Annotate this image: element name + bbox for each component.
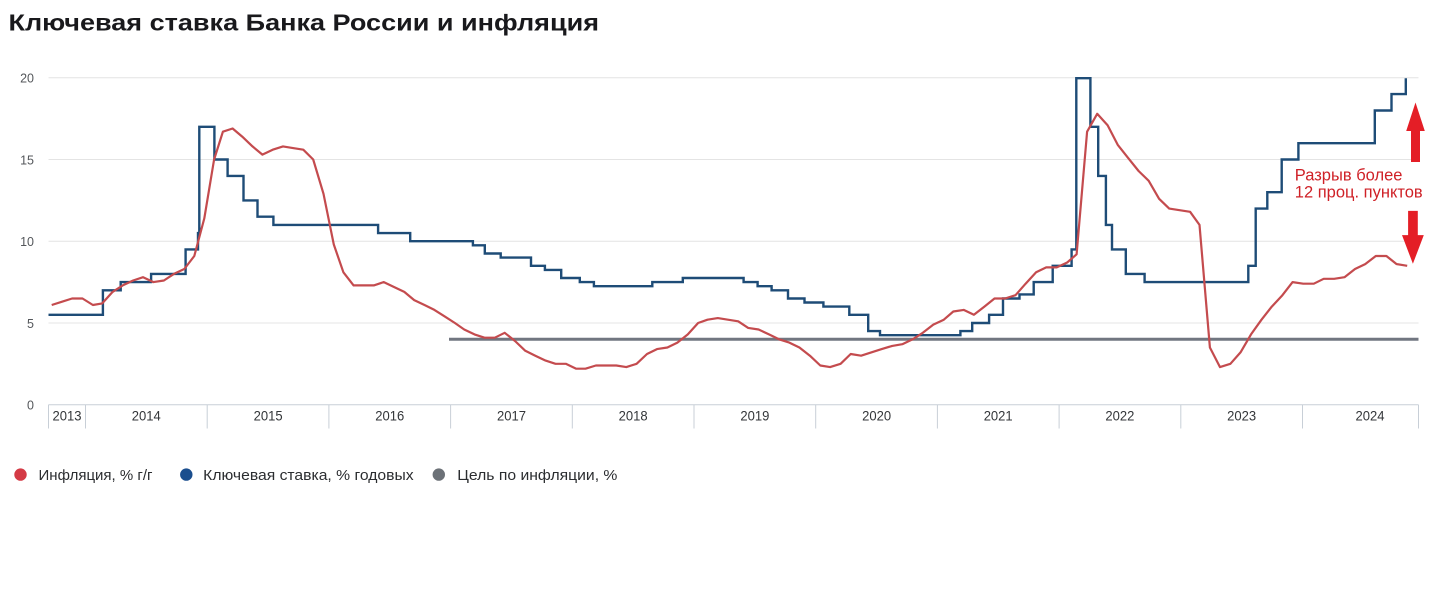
svg-text:2015: 2015 [254, 408, 283, 424]
svg-text:2020: 2020 [862, 408, 891, 424]
svg-text:2022: 2022 [1105, 408, 1134, 424]
svg-text:2013: 2013 [53, 408, 82, 424]
svg-text:2016: 2016 [375, 408, 404, 424]
svg-text:0: 0 [27, 399, 34, 413]
svg-text:20: 20 [20, 72, 34, 86]
svg-text:Цель по инфляции, %: Цель по инфляции, % [457, 467, 617, 484]
svg-text:2014: 2014 [132, 408, 161, 424]
svg-text:2024: 2024 [1356, 408, 1385, 424]
svg-text:Инфляция, % г/г: Инфляция, % г/г [39, 467, 154, 484]
svg-text:2018: 2018 [619, 408, 648, 424]
svg-text:12 проц. пунктов: 12 проц. пунктов [1295, 184, 1423, 202]
svg-text:Ключевая ставка Банка России и: Ключевая ставка Банка России и инфляция [9, 10, 600, 36]
svg-text:10: 10 [20, 235, 34, 249]
svg-text:2017: 2017 [497, 408, 526, 424]
svg-text:Разрыв более: Разрыв более [1295, 166, 1403, 184]
svg-text:2021: 2021 [984, 408, 1013, 424]
svg-text:5: 5 [27, 317, 34, 331]
svg-text:2023: 2023 [1227, 408, 1256, 424]
svg-text:2019: 2019 [740, 408, 769, 424]
svg-text:15: 15 [20, 153, 34, 167]
svg-text:Ключевая ставка, % годовых: Ключевая ставка, % годовых [203, 467, 414, 484]
